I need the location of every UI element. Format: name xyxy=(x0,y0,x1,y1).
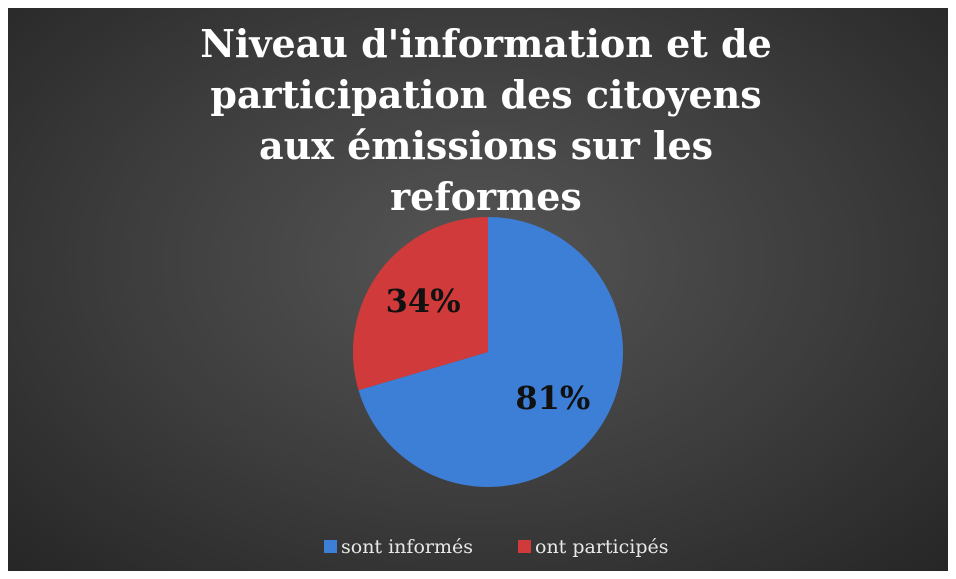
legend-swatch xyxy=(324,540,337,553)
legend-swatch xyxy=(518,540,531,553)
chart-title: Niveau d'information et de participation… xyxy=(200,21,772,219)
pie-slice xyxy=(353,217,488,391)
data-label: 81% xyxy=(515,379,590,417)
data-label: 34% xyxy=(386,282,461,320)
legend-label: sont informés xyxy=(341,536,473,558)
pie-slice xyxy=(358,217,623,487)
chart-area: Niveau d'information et de participation… xyxy=(8,8,948,571)
legend-label: ont participés xyxy=(535,536,669,558)
chart: 81% 34% sont informés ont participés xyxy=(324,217,669,558)
